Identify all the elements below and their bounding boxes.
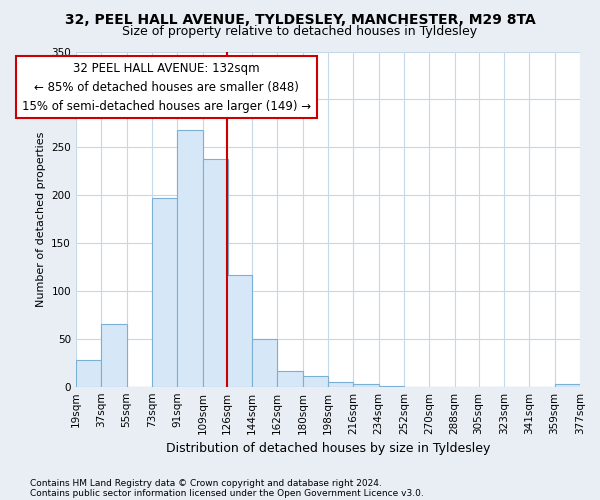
Bar <box>101 324 127 386</box>
Bar <box>353 384 379 386</box>
Text: 32 PEEL HALL AVENUE: 132sqm
← 85% of detached houses are smaller (848)
15% of se: 32 PEEL HALL AVENUE: 132sqm ← 85% of det… <box>22 62 311 112</box>
Bar <box>227 274 252 386</box>
Y-axis label: Number of detached properties: Number of detached properties <box>35 132 46 307</box>
Bar <box>203 159 228 386</box>
Bar <box>177 130 203 386</box>
Bar <box>302 376 328 386</box>
X-axis label: Distribution of detached houses by size in Tyldesley: Distribution of detached houses by size … <box>166 442 490 455</box>
Text: 32, PEEL HALL AVENUE, TYLDESLEY, MANCHESTER, M29 8TA: 32, PEEL HALL AVENUE, TYLDESLEY, MANCHES… <box>65 12 535 26</box>
Text: Contains public sector information licensed under the Open Government Licence v3: Contains public sector information licen… <box>30 488 424 498</box>
Text: Size of property relative to detached houses in Tyldesley: Size of property relative to detached ho… <box>122 25 478 38</box>
Bar <box>277 372 302 386</box>
Bar <box>252 339 277 386</box>
Bar <box>76 360 101 386</box>
Bar <box>152 198 177 386</box>
Bar <box>328 382 353 386</box>
Text: Contains HM Land Registry data © Crown copyright and database right 2024.: Contains HM Land Registry data © Crown c… <box>30 478 382 488</box>
Bar <box>554 384 580 386</box>
